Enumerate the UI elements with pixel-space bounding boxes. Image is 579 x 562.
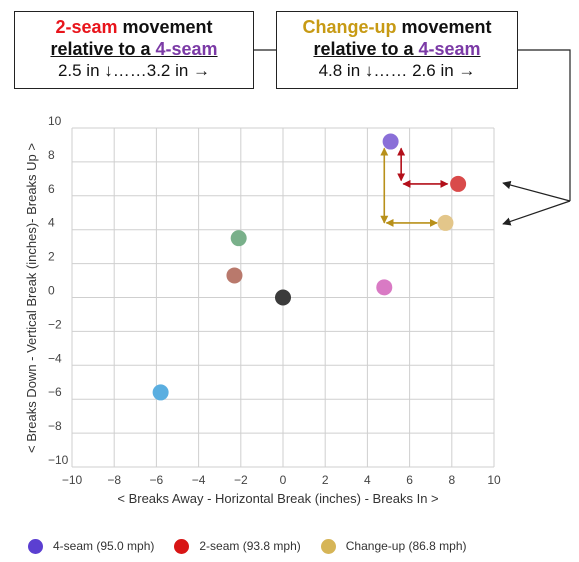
data-point (226, 267, 243, 284)
two-seam-callout: 2-seam movement relative to a 4-seam 2.5… (14, 11, 254, 89)
2-seam-point (450, 175, 467, 192)
x-tick-label: −2 (234, 473, 248, 487)
callout-subtitle: relative to a 4-seam (313, 39, 481, 59)
legend-marker (174, 538, 190, 554)
legend-label: Change-up (86.8 mph) (345, 539, 467, 553)
y-tick-label: 2 (48, 250, 55, 264)
callout-pitch-name: Change-up (302, 17, 397, 37)
change-up-point (437, 214, 454, 231)
y-tick-label: 10 (48, 114, 62, 128)
callout-values: 4.8 in ↓…… 2.6 in → (318, 61, 476, 80)
y-tick-label: 8 (48, 148, 55, 162)
y-tick-label: −6 (48, 385, 62, 399)
data-points (152, 133, 467, 401)
changeup-callout: Change-up movement relative to a 4-seam … (276, 11, 518, 89)
callout-values: 2.5 in ↓……3.2 in → (57, 61, 211, 80)
tick-labels: −10 −8 −6 −4 −2 0 2 4 6 8 10 10 8 6 4 2 0 −2 −4 −6 −8 −10 (48, 114, 501, 487)
data-point (376, 279, 393, 296)
x-tick-label: 2 (322, 473, 329, 487)
x-tick-label: 6 (406, 473, 413, 487)
legend-item-change-up: Change-up (86.8 mph) (320, 538, 467, 554)
data-point (230, 230, 247, 247)
legend-marker (320, 538, 336, 554)
legend-label: 4-seam (95.0 mph) (53, 539, 155, 553)
y-axis-title: < Breaks Down - Vertical Break (inches)-… (24, 143, 39, 453)
y-tick-label: −4 (48, 351, 62, 365)
x-tick-label: −10 (62, 473, 83, 487)
x-tick-label: 4 (364, 473, 371, 487)
callout-subtitle: relative to a 4-seam (50, 39, 218, 59)
y-tick-label: −8 (48, 419, 62, 433)
x-tick-label: −6 (150, 473, 164, 487)
callout-connectors (254, 49, 571, 226)
legend-marker (28, 538, 43, 554)
movement-arrows (380, 147, 449, 227)
callout-title-text: movement (117, 17, 213, 37)
legend: 4-seam (95.0 mph) 2-seam (93.8 mph) Chan… (28, 536, 487, 556)
callout-pitch-name: 2-seam (55, 17, 118, 37)
data-point (152, 384, 169, 401)
x-tick-label: −8 (107, 473, 121, 487)
y-tick-label: 0 (48, 284, 55, 298)
y-tick-label: −10 (48, 453, 69, 467)
4-seam-point (382, 133, 399, 150)
y-tick-label: 6 (48, 182, 55, 196)
y-tick-label: 4 (48, 216, 55, 230)
x-tick-label: 8 (448, 473, 455, 487)
data-point (275, 289, 291, 306)
callout-pointer-2-seam (502, 180, 571, 202)
callout-title-text: movement (396, 17, 492, 37)
legend-label: 2-seam (93.8 mph) (199, 539, 301, 553)
legend-item-4-seam: 4-seam (95.0 mph) (28, 538, 155, 554)
x-tick-label: 10 (487, 473, 501, 487)
x-axis-title: < Breaks Away - Horizontal Break (inches… (117, 491, 438, 506)
legend-item-2-seam: 2-seam (93.8 mph) (174, 538, 301, 554)
y-tick-label: −2 (48, 317, 62, 331)
grid (71, 127, 495, 468)
x-tick-label: 0 (280, 473, 287, 487)
callout-pointer-change-up (502, 200, 571, 226)
callout-link-line (518, 49, 571, 201)
x-tick-label: −4 (192, 473, 206, 487)
